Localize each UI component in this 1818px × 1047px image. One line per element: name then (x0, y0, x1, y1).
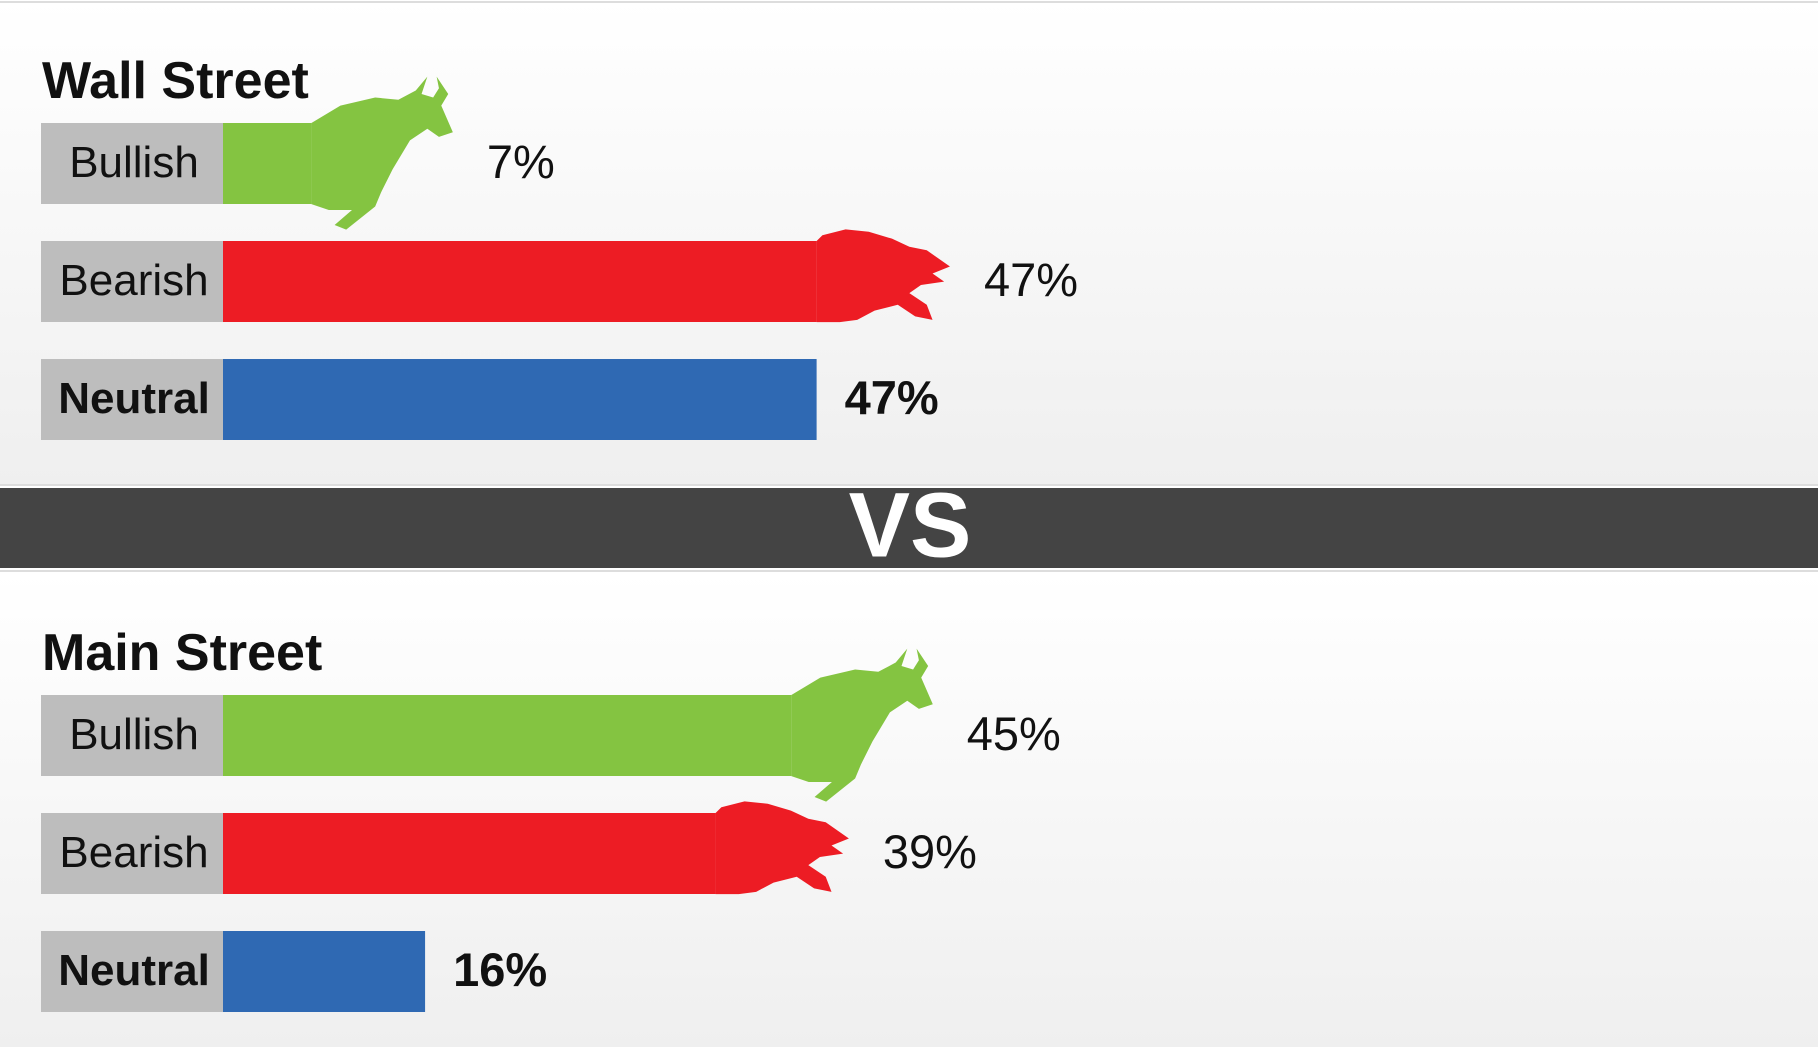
category-box (41, 931, 223, 1012)
value-label: 47% (845, 371, 939, 424)
bear-figure (715, 801, 849, 895)
value-label: 16% (453, 943, 547, 996)
category-label: Bullish (69, 138, 199, 187)
bull-figure (311, 76, 453, 230)
bull-figure (791, 648, 933, 802)
section-title: Wall Street (42, 52, 309, 110)
bar (223, 241, 817, 322)
category-label: Bearish (59, 256, 208, 305)
value-label: 47% (984, 253, 1078, 306)
value-label: 39% (883, 825, 977, 878)
category-label: Bullish (69, 710, 199, 759)
category-label: Bearish (59, 828, 208, 877)
category-box (41, 241, 223, 322)
category-label: Neutral (58, 374, 210, 423)
category-box (41, 359, 223, 440)
category-box (41, 123, 223, 204)
section-title: Main Street (42, 624, 322, 682)
value-label: 45% (967, 707, 1061, 760)
category-label: Neutral (58, 946, 210, 995)
bar (223, 359, 817, 440)
value-label: 7% (487, 135, 555, 188)
bar (223, 123, 312, 204)
bear-figure (816, 229, 950, 323)
vs-band (0, 488, 1818, 568)
bar (223, 695, 792, 776)
category-box (41, 695, 223, 776)
bar (223, 813, 716, 894)
vs-label: VS (849, 474, 972, 576)
category-box (41, 813, 223, 894)
bar (223, 931, 426, 1012)
